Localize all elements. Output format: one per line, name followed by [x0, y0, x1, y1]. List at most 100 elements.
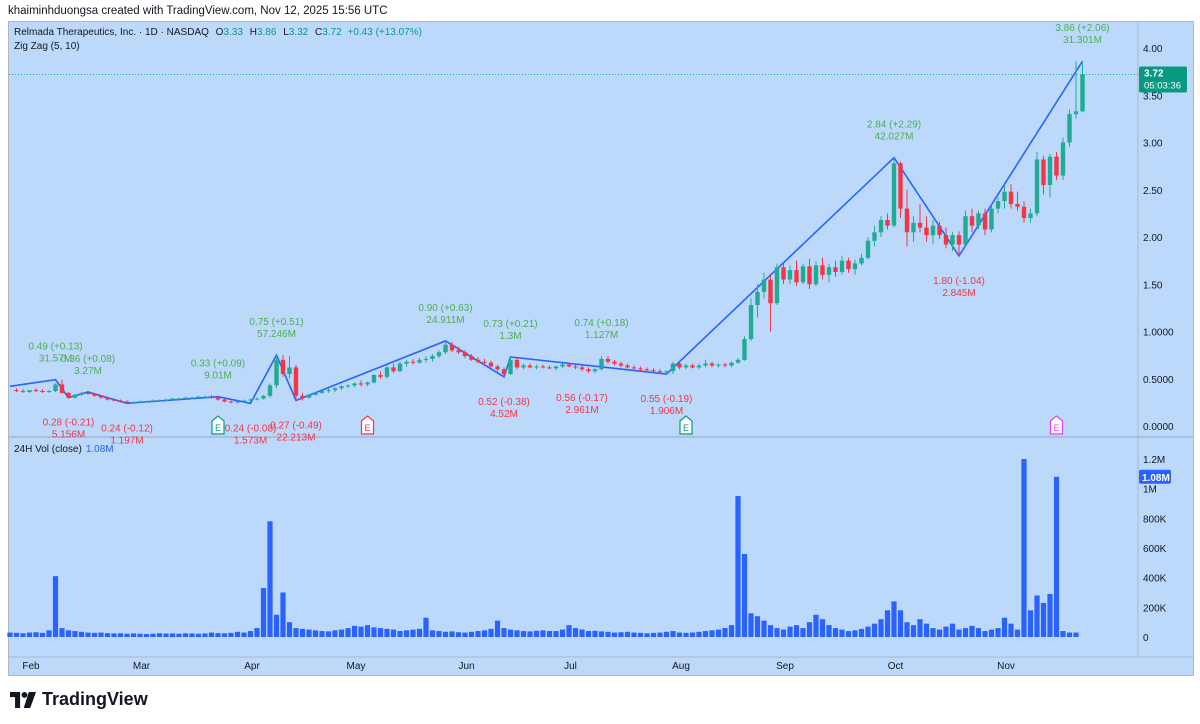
- volume-bar: [956, 629, 962, 637]
- candle-body: [488, 362, 494, 367]
- volume-bar: [897, 610, 904, 637]
- volume-bar: [293, 628, 299, 637]
- candle-body: [228, 401, 234, 403]
- high-value: 3.86: [256, 27, 277, 38]
- price-tick-label: 1.50: [1143, 280, 1163, 291]
- volume-bar: [754, 616, 761, 637]
- candle-body: [878, 219, 884, 233]
- volume-bar: [1027, 610, 1034, 637]
- volume-bar: [247, 631, 254, 637]
- candle-body: [599, 358, 604, 370]
- candle-body: [53, 384, 58, 392]
- candle-body: [196, 396, 201, 398]
- candle-body: [943, 235, 949, 245]
- candle-body: [989, 208, 994, 230]
- candle-body: [664, 371, 669, 373]
- candle-body: [846, 260, 851, 270]
- volume-bar: [286, 622, 293, 637]
- volume-bar: [813, 614, 819, 637]
- tradingview-brand[interactable]: TradingView: [10, 689, 148, 710]
- candle-body: [742, 339, 747, 360]
- candle-body: [475, 359, 481, 362]
- volume-bar: [280, 592, 286, 637]
- candle-body: [397, 363, 403, 372]
- candle-body: [891, 163, 897, 226]
- candle-body: [371, 374, 377, 383]
- candle-body: [709, 363, 715, 366]
- volume-bar: [819, 619, 826, 637]
- volume-tick-label: 600K: [1143, 544, 1167, 555]
- axes-layer: 4.00 3.50 3.00 2.50 2.00 1.50 1.0000 0.5000 0.00…: [22, 44, 1187, 672]
- volume-bar: [995, 628, 1001, 637]
- candle-body: [157, 400, 162, 402]
- volume-bar: [943, 626, 949, 637]
- candle-body: [592, 369, 598, 372]
- zigzag-pivot-label: 0.75 (+0.51): [249, 317, 303, 328]
- volume-legend[interactable]: 24H Vol (close) 1.08M: [14, 444, 114, 455]
- volume-bar: [553, 631, 559, 637]
- candle-body: [170, 398, 175, 400]
- candle-body: [495, 366, 500, 370]
- volume-bar: [325, 631, 332, 637]
- earnings-marker-label: E: [1053, 423, 1059, 433]
- candle-body: [105, 397, 110, 400]
- candle-body: [163, 399, 169, 401]
- volume-bar: [962, 628, 969, 637]
- candle-body: [514, 359, 520, 368]
- zigzag-pivot-label: 0.24 (-0.08): [225, 423, 277, 434]
- low-label: L: [283, 27, 289, 38]
- volume-layer: [7, 459, 1079, 637]
- volume-bar: [871, 623, 878, 637]
- candle-body: [930, 225, 936, 236]
- volume-bar: [930, 628, 936, 637]
- last-price-value: 3.72: [1144, 68, 1164, 79]
- volume-tick-label: 0: [1143, 633, 1149, 644]
- volume-bar: [397, 631, 403, 637]
- zigzag-pivot-label: 0.73 (+0.21): [483, 319, 537, 330]
- price-tick-label: 4.00: [1143, 44, 1163, 55]
- volume-bar: [7, 632, 13, 637]
- candle-body: [300, 395, 305, 398]
- volume-tick-label: 800K: [1143, 514, 1167, 525]
- time-tick-label: Sep: [776, 661, 794, 672]
- volume-bar: [20, 633, 26, 637]
- earnings-marker-icon: [1049, 415, 1064, 435]
- volume-bar: [891, 601, 897, 637]
- candle-body: [657, 371, 663, 373]
- zigzag-pivot-volume: 4.52M: [490, 409, 518, 420]
- candle-body: [1047, 156, 1053, 186]
- volume-bar: [39, 632, 46, 637]
- candle-body: [859, 257, 864, 264]
- earnings-marker-icon: [211, 415, 225, 435]
- open-value: 3.33: [223, 27, 243, 38]
- volume-bar: [143, 634, 150, 637]
- volume-bar: [852, 630, 858, 637]
- candle-body: [215, 397, 221, 400]
- volume-bar: [416, 628, 423, 637]
- volume-bar: [592, 630, 598, 637]
- candle-body: [1073, 111, 1079, 115]
- volume-bar: [488, 628, 494, 637]
- volume-bar: [104, 633, 111, 637]
- indicator-legend[interactable]: Zig Zag (5, 10): [14, 41, 80, 52]
- candle-body: [605, 358, 611, 362]
- candle-body: [274, 359, 279, 386]
- volume-bar: [358, 626, 364, 637]
- candle-body: [1067, 114, 1072, 143]
- tradingview-logo-icon: [10, 691, 36, 708]
- candle-body: [345, 385, 351, 387]
- volume-bar: [969, 625, 975, 637]
- candle-body: [144, 401, 149, 403]
- volume-bar: [527, 631, 533, 637]
- symbol-legend: Relmada Therapeutics, Inc. · 1D · NASDAQ…: [14, 27, 422, 38]
- candle-body: [781, 267, 786, 280]
- volume-bar: [189, 633, 195, 637]
- time-tick-label: Mar: [133, 661, 151, 672]
- volume-bar: [774, 628, 780, 637]
- candle-body: [235, 401, 240, 403]
- candle-body: [677, 363, 682, 368]
- candle-body: [885, 219, 890, 226]
- chart-frame[interactable]: [8, 21, 1194, 676]
- volume-bar: [462, 632, 468, 637]
